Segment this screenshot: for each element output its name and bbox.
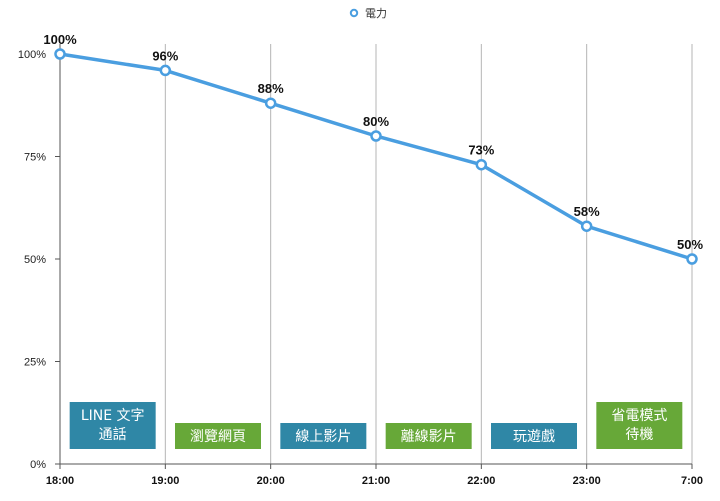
activity-box: 線上影片 (280, 423, 367, 449)
data-point (159, 64, 172, 77)
activity-label: 線上影片 (295, 429, 351, 445)
activity-label: 省電模式 (611, 408, 667, 424)
activity-box-bg (175, 423, 261, 449)
legend: 電力 (349, 7, 387, 20)
data-label: 50% (677, 237, 703, 252)
y-tick-label: 75% (24, 152, 46, 164)
y-tick-label: 50% (24, 254, 46, 266)
data-point (54, 48, 66, 60)
activity-label: 玩遊戲 (513, 429, 555, 445)
activity-box: 離線影片 (385, 423, 472, 449)
x-tick-label: 19:00 (151, 475, 179, 487)
y-tick-label: 100% (18, 49, 46, 61)
x-tick-label: 20:00 (257, 475, 285, 487)
data-point (686, 253, 698, 265)
data-label: 88% (258, 81, 284, 96)
data-label: 100% (43, 32, 77, 47)
activity-label: 離線影片 (401, 428, 457, 445)
activity-box-bg (280, 423, 367, 449)
y-tick-label: 25% (24, 357, 46, 369)
activity-label: 待機 (625, 427, 653, 443)
activity-box: 玩遊戲 (491, 423, 577, 449)
x-tick-label: 18:00 (46, 475, 74, 487)
x-tick-label: 23:00 (573, 475, 601, 487)
activity-label: 通話 (99, 426, 127, 443)
data-label: 96% (152, 48, 178, 63)
data-label: 73% (468, 143, 494, 158)
legend-label: 電力 (365, 7, 387, 20)
data-point (580, 220, 593, 232)
x-tick-label: 21:00 (362, 475, 390, 487)
grid-lines (164, 44, 693, 464)
y-tick-label: 0% (30, 459, 46, 471)
data-label: 80% (363, 114, 389, 129)
data-point (264, 97, 277, 109)
series-power (54, 48, 698, 265)
x-tick-label: 22:00 (467, 475, 495, 487)
activity-box-bg (385, 423, 472, 449)
activity-box-bg (69, 402, 156, 449)
x-tick-label: 7:00 (681, 475, 703, 487)
axes: 0% 25% 50% 75% 100% 18:00 19:00 20:00 21:00 22:00… (18, 44, 703, 487)
data-labels: 100% 96% 88% 80% 73% 58% 50% (43, 32, 703, 252)
activity-box-bg (491, 423, 577, 449)
data-label: 58% (574, 204, 600, 219)
activity-label: 瀏覽網頁 (190, 429, 246, 445)
activity-label: LINE 文字 (81, 408, 145, 424)
data-point (475, 158, 488, 171)
data-point (370, 130, 382, 142)
activity-box-bg (596, 402, 683, 449)
legend-marker (349, 8, 359, 18)
activity-box: 瀏覽網頁 (175, 423, 261, 449)
